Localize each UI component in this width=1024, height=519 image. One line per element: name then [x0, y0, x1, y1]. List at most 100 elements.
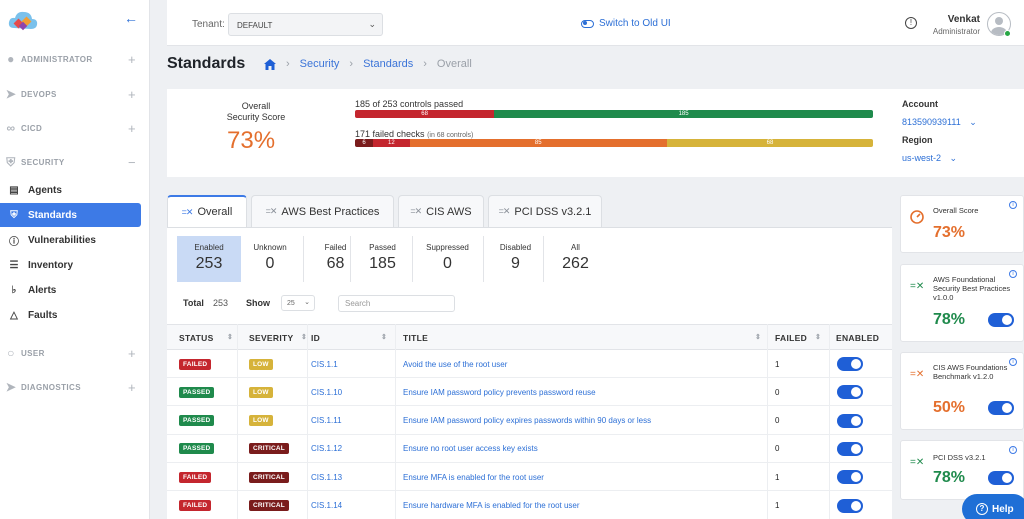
collapse-icon[interactable]: − [128, 154, 136, 170]
control-title-link[interactable]: Ensure no root user access key exists [403, 444, 538, 454]
control-id-link[interactable]: CIS.1.10 [311, 387, 343, 397]
enable-toggle[interactable] [988, 313, 1014, 327]
enable-toggle[interactable] [988, 471, 1014, 485]
info-icon[interactable]: i [1009, 270, 1017, 278]
table-row[interactable]: FAILED LOW CIS.1.1 Avoid the use of the roo… [167, 350, 892, 378]
sort-icon[interactable]: ⇕ [755, 334, 762, 341]
column-header-label: STATUS [179, 333, 214, 343]
expand-icon[interactable]: + [128, 379, 136, 395]
stat-value: 0 [443, 255, 452, 272]
account-select[interactable]: 813590939111 ⌄ [902, 117, 977, 128]
expand-icon[interactable]: + [128, 345, 136, 361]
expand-icon[interactable]: + [128, 120, 136, 136]
sidebar-item-inventory[interactable]: ☰ Inventory [0, 253, 141, 277]
column-divider [395, 324, 396, 519]
arrow-left-icon[interactable]: ← [124, 10, 138, 26]
nav-section-user[interactable]: ○ USER + [0, 343, 150, 363]
table-row[interactable]: FAILED CRITICAL CIS.1.13 Ensure MFA is enab… [167, 463, 892, 492]
control-title-link[interactable]: Ensure IAM password policy prevents pass… [403, 387, 596, 397]
severity-cell: LOW [249, 350, 273, 378]
control-title-link[interactable]: Ensure IAM password policy expires passw… [403, 416, 652, 426]
sort-icon[interactable]: ⇕ [815, 334, 822, 341]
control-id-link[interactable]: CIS.1.11 [311, 416, 342, 426]
app-logo[interactable] [6, 8, 40, 34]
tab-pci-dss[interactable]: =✕ PCI DSS v3.2.1 [488, 195, 602, 227]
column-header-id[interactable]: ID ⇕ [311, 325, 387, 351]
info-icon[interactable]: ! [905, 17, 917, 29]
stat-enabled[interactable]: Enabled 253 [177, 236, 241, 282]
enable-toggle[interactable] [837, 413, 863, 428]
stat-failed[interactable]: Failed 68 [303, 236, 367, 282]
region-select[interactable]: us-west-2 ⌄ [902, 153, 957, 164]
control-title-link[interactable]: Ensure hardware MFA is enabled for the r… [403, 501, 580, 510]
enable-toggle[interactable] [988, 401, 1014, 415]
stat-passed[interactable]: Passed 185 [350, 236, 414, 282]
column-header-status[interactable]: STATUS ⇕ [179, 325, 233, 351]
enable-toggle[interactable] [837, 470, 863, 485]
breadcrumb-security[interactable]: Security [299, 58, 340, 70]
sidebar-item-faults[interactable]: △ Faults [0, 303, 141, 327]
nav-section-label: ADMINISTRATOR [21, 54, 93, 64]
stat-value: 262 [562, 255, 589, 272]
column-header-severity[interactable]: SEVERITY ⇕ [249, 325, 307, 351]
nav-section-diagnostics[interactable]: ➤ DIAGNOSTICS + [0, 377, 150, 397]
control-id-link[interactable]: CIS.1.12 [311, 444, 343, 454]
control-title-link[interactable]: Ensure MFA is enabled for the root user [403, 472, 544, 482]
table-row[interactable]: FAILED CRITICAL CIS.1.14 Ensure hardware MF… [167, 492, 892, 519]
page-size-select[interactable]: 25 ⌄ [281, 295, 315, 311]
status-badge: FAILED [179, 358, 212, 370]
sort-icon[interactable]: ⇕ [381, 334, 388, 341]
breadcrumb-standards[interactable]: Standards [363, 58, 414, 70]
stat-value: 0 [265, 255, 275, 272]
sidebar-item-agents[interactable]: ▤ Agents [0, 178, 141, 202]
overall-score-card[interactable]: i Overall Score 73% [900, 195, 1024, 253]
table-row[interactable]: PASSED CRITICAL CIS.1.12 Ensure no root use… [167, 435, 892, 463]
nav-section-cicd[interactable]: ∞ CICD + [0, 118, 150, 138]
tab-cis-aws[interactable]: =✕ CIS AWS [398, 195, 484, 227]
sidebar-item-alerts[interactable]: ♭ Alerts [0, 278, 141, 302]
enable-toggle[interactable] [837, 498, 863, 513]
enable-toggle[interactable] [837, 357, 863, 371]
table-row[interactable]: PASSED LOW CIS.1.11 Ensure IAM password pol… [167, 407, 892, 435]
tab-aws-best-practices[interactable]: =✕ AWS Best Practices [251, 195, 394, 227]
stat-disabled[interactable]: Disabled 9 [483, 236, 547, 282]
enable-toggle[interactable] [837, 385, 863, 400]
nav-section-devops[interactable]: ➤ DEVOPS + [0, 84, 150, 104]
search-input[interactable] [338, 295, 455, 312]
control-id-link[interactable]: CIS.1.1 [311, 359, 338, 369]
aws-fsbp-card[interactable]: i =✕ AWS Foundational Security Best Prac… [900, 264, 1024, 342]
nav-section-label: CICD [21, 123, 43, 133]
table-row[interactable]: PASSED LOW CIS.1.10 Ensure IAM password pol… [167, 378, 892, 407]
pci-dss-card[interactable]: i =✕ PCI DSS v3.2.1 78% [900, 440, 1024, 500]
control-title-link[interactable]: Avoid the use of the root user [403, 359, 508, 369]
column-header-enabled[interactable]: ENABLED [836, 325, 879, 351]
tenant-select[interactable]: DEFAULT ⌄ [228, 13, 383, 36]
home-icon[interactable] [264, 58, 276, 70]
sidebar-item-standards[interactable]: ⛨ Standards [0, 203, 141, 227]
enable-toggle[interactable] [837, 441, 863, 456]
sort-icon[interactable]: ⇕ [227, 334, 234, 341]
help-button[interactable]: ? Help [962, 494, 1024, 519]
stat-unknown[interactable]: Unknown 0 [238, 236, 302, 282]
cis-aws-card[interactable]: i =✕ CIS AWS Foundations Benchmark v1.2.… [900, 352, 1024, 430]
severity-badge: LOW [249, 358, 273, 370]
sort-icon[interactable]: ⇕ [301, 334, 308, 341]
stat-suppressed[interactable]: Suppressed 0 [412, 236, 482, 282]
tab-overall[interactable]: =✕ Overall [167, 195, 247, 227]
control-id-link[interactable]: CIS.1.13 [311, 472, 343, 482]
column-header-failed[interactable]: FAILED ⇕ [775, 325, 821, 351]
show-label: Show [246, 298, 270, 308]
expand-icon[interactable]: + [128, 51, 136, 67]
info-icon[interactable]: i [1009, 446, 1017, 454]
info-icon[interactable]: i [1009, 201, 1017, 209]
expand-icon[interactable]: + [128, 86, 136, 102]
control-id-link[interactable]: CIS.1.14 [311, 501, 343, 510]
info-icon[interactable]: i [1009, 358, 1017, 366]
breadcrumb-separator: › [286, 58, 290, 70]
nav-section-security[interactable]: ⛨ SECURITY − [0, 152, 150, 172]
nav-section-administrator[interactable]: ● ADMINISTRATOR + [0, 49, 150, 69]
sidebar-item-vulnerabilities[interactable]: ⓘ Vulnerabilities [0, 228, 141, 252]
switch-ui-link[interactable]: Switch to Old UI [581, 18, 671, 29]
stat-all[interactable]: All 262 [543, 236, 607, 282]
column-header-title[interactable]: TITLE ⇕ [403, 325, 761, 351]
